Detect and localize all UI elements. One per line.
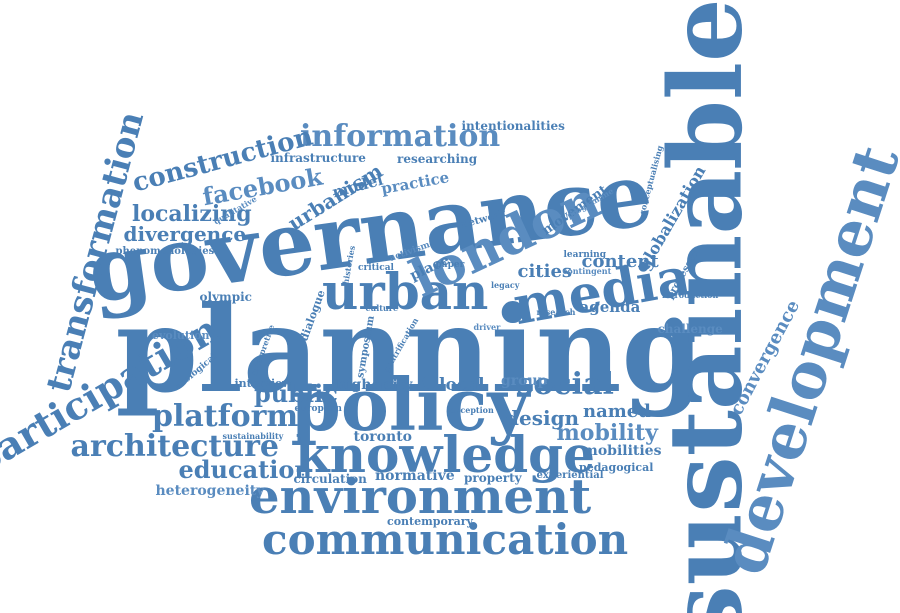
cloud-word: mobilities (583, 443, 662, 459)
cloud-word: environment (249, 469, 592, 525)
cloud-word: property (464, 471, 522, 485)
cloud-word: evolution (152, 328, 210, 342)
cloud-word: group (501, 373, 548, 389)
cloud-word: research (536, 307, 576, 317)
cloud-word: communication (262, 515, 629, 564)
cloud-word: critical (358, 262, 394, 273)
cloud-word: culture (365, 303, 399, 313)
cloud-word: toronto (353, 429, 413, 445)
cloud-word: circulation (293, 472, 367, 486)
cloud-word: localizing (132, 201, 252, 227)
cloud-word: city (384, 377, 413, 393)
cloud-word: interview (234, 376, 292, 390)
cloud-word: paper (435, 259, 465, 270)
cloud-word: architecture (70, 429, 280, 464)
cloud-word: agenda (579, 297, 641, 316)
cloud-word: sustainability (222, 431, 284, 441)
cloud-word: social (516, 367, 614, 402)
cloud-word: information (300, 119, 501, 154)
cloud-word: driver (473, 322, 501, 332)
cloud-word: urban (322, 262, 489, 321)
cloud-word: experiential (536, 470, 604, 481)
cloud-word: education (178, 455, 312, 484)
cloud-word: heterogeneity (155, 483, 265, 499)
cloud-word: contemporary (387, 514, 473, 528)
cloud-word: platform (152, 399, 299, 434)
cloud-word: exception (450, 405, 494, 415)
cloud-word: phenomenologies (115, 246, 215, 257)
cloud-word: learning (563, 249, 607, 260)
cloud-word: named (583, 401, 651, 422)
cloud-word: planning (115, 280, 705, 419)
cloud-word: policy (290, 362, 530, 447)
cloud-word: introduction (662, 290, 719, 300)
cloud-word: olympic (199, 290, 253, 304)
cloud-word: challenge (657, 322, 723, 336)
cloud-word: cities (517, 261, 573, 282)
cloud-word: pedagogical (579, 460, 654, 474)
cloud-word: legacy (491, 280, 520, 290)
cloud-word: higher (336, 377, 388, 393)
cloud-word: mobility (556, 420, 658, 446)
cloud-word: design (505, 406, 580, 430)
cloud-word: intentionalities (461, 119, 565, 133)
cloud-word: researching (397, 152, 478, 166)
cloud-word: infrastructure (270, 151, 366, 165)
cloud-word: knowledge (295, 425, 595, 484)
cloud-word: contingent (562, 266, 612, 276)
cloud-word: content (581, 251, 659, 272)
cloud-word: divergence (123, 222, 247, 246)
cloud-word: european (294, 403, 342, 414)
cloud-word: public (254, 379, 338, 408)
cloud-word: normative (375, 468, 455, 484)
cloud-word: local (439, 374, 485, 395)
